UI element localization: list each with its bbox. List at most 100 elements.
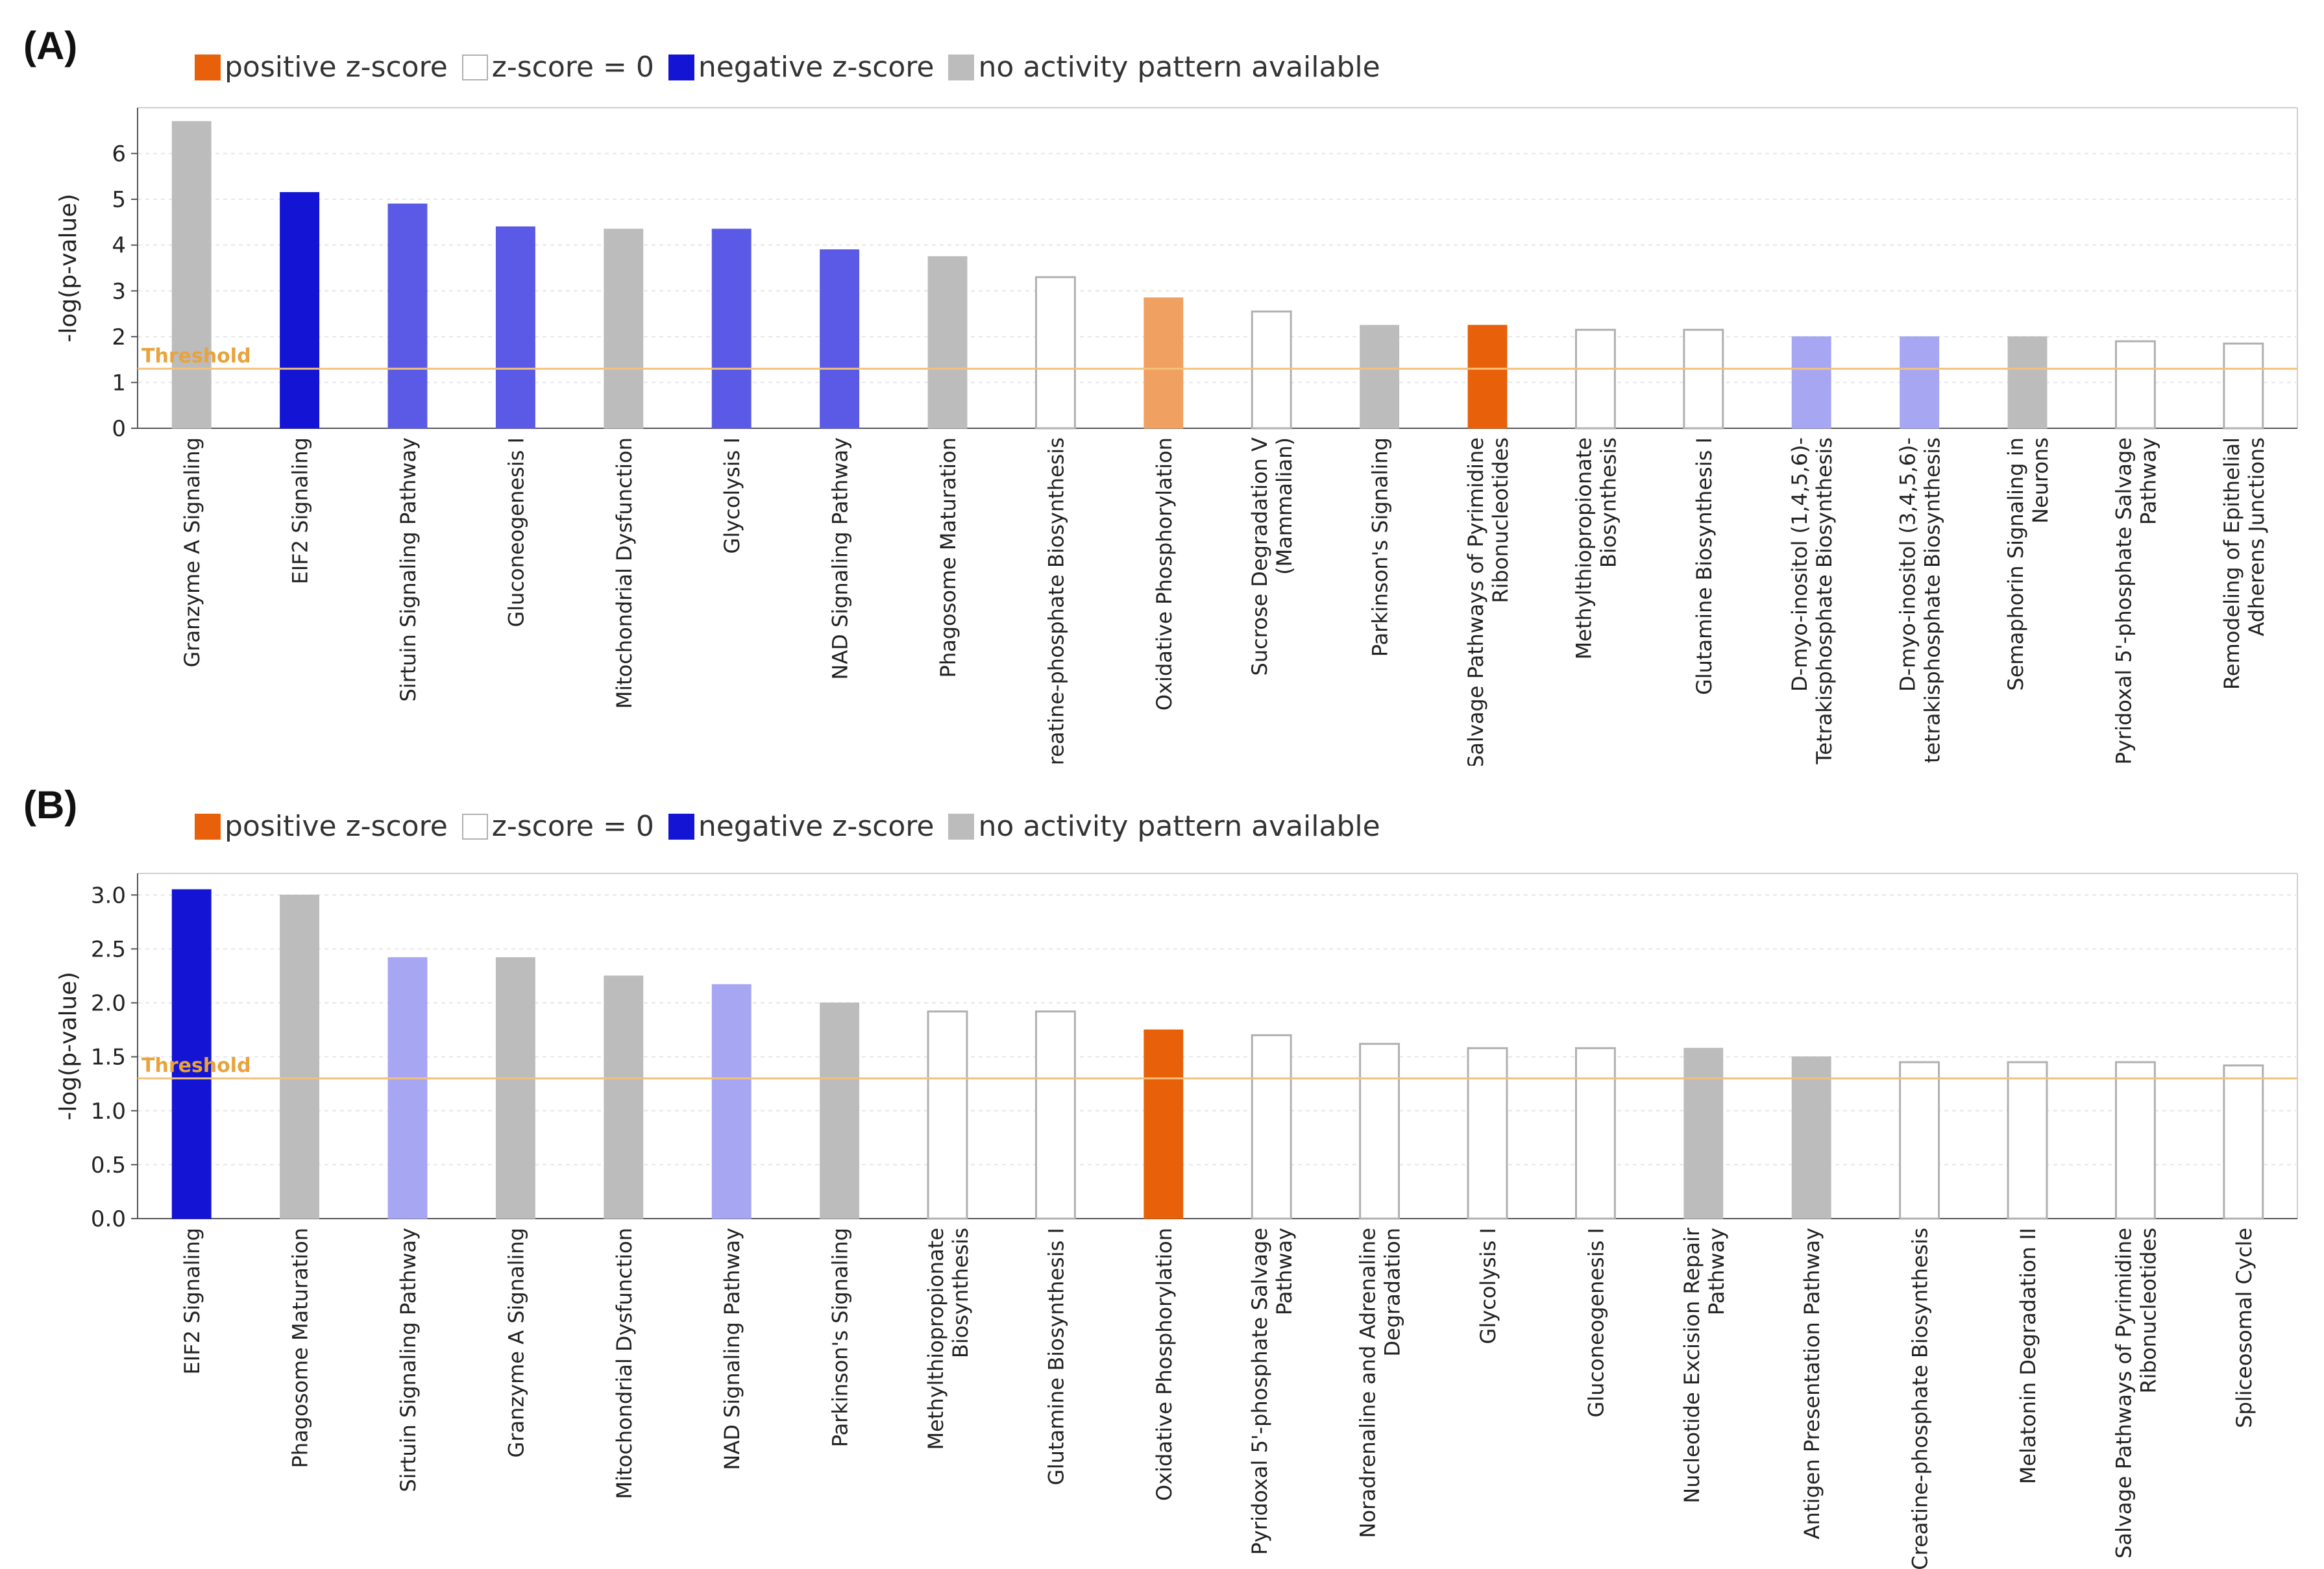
category-label: Gluconeogenesis I [504, 437, 528, 627]
bar [1574, 1047, 1616, 1220]
bar [1467, 324, 1508, 429]
category-label: Biosynthesis [1596, 437, 1621, 568]
y-tick-label: 0.0 [91, 1206, 126, 1232]
bar [1683, 1047, 1724, 1219]
panel-a: (A) positive z-score z-score = 0 negativ… [0, 0, 2324, 766]
bar [171, 889, 212, 1219]
legend-label-negative: negative z-score [698, 810, 935, 843]
y-tick-label: 0.5 [91, 1152, 126, 1178]
category-label: Ribonucleotides [1488, 437, 1513, 603]
category-label: tetrakisphosphate Biosynthesis [1920, 437, 1945, 763]
bar [1144, 1029, 1184, 1219]
category-label: Sirtuin Signaling Pathway [396, 1228, 421, 1492]
category-label: Remodeling of Epithelial [2220, 437, 2244, 690]
legend-label-zero: z-score = 0 [491, 810, 654, 843]
category-label: Glycolysis I [720, 437, 744, 553]
bar [495, 226, 535, 429]
panel-label-a: (A) [23, 24, 78, 67]
bar [387, 203, 428, 429]
category-label: (Mammalian) [1272, 437, 1297, 575]
category-label: Spliceosomal Cycle [2232, 1228, 2257, 1428]
category-label: Parkinson's Signaling [828, 1228, 853, 1447]
panel-label-b: (B) [23, 783, 78, 827]
category-label: Pathway [2136, 437, 2160, 525]
threshold-label: Threshold [141, 1054, 251, 1077]
legend-a: positive z-score z-score = 0 negative z-… [195, 51, 1395, 84]
category-label: Phagosome Maturation [288, 1228, 313, 1468]
category-label: Sucrose Degradation V [1247, 437, 1272, 676]
category-label: NAD Signaling Pathway [720, 1228, 744, 1470]
y-axis-label: -log(p-value) [55, 971, 82, 1120]
none-swatch-icon [948, 813, 975, 840]
category-label: Oxidative Phosphorylation [1152, 1228, 1177, 1501]
y-axis-label: -log(p-value) [55, 193, 82, 342]
legend-b: positive z-score z-score = 0 negative z-… [195, 810, 1395, 843]
y-tick-label: 1.5 [91, 1045, 126, 1071]
category-label: Granzyme A Signaling [504, 1228, 528, 1457]
legend-item-none: no activity pattern available [948, 51, 1380, 84]
bar [1144, 297, 1184, 429]
legend-item-negative: negative z-score [668, 810, 935, 843]
negative-swatch-icon [668, 813, 694, 840]
y-tick-label: 1 [112, 370, 126, 396]
threshold-label: Threshold [141, 345, 251, 367]
category-label: Granzyme A Signaling [180, 437, 204, 667]
legend-item-positive: positive z-score [195, 51, 448, 84]
bar [171, 121, 212, 429]
bar [711, 984, 752, 1219]
bar [820, 1003, 860, 1219]
category-label: Pyridoxal 5'-phosphate Salvage [2111, 437, 2136, 764]
legend-item-zero: z-score = 0 [461, 51, 654, 84]
bar [1251, 310, 1292, 430]
category-label: EIF2 Signaling [288, 437, 313, 584]
zero-swatch-icon [461, 54, 488, 80]
y-tick-label: 2.0 [91, 991, 126, 1017]
y-tick-label: 4 [112, 233, 126, 259]
legend-label-none: no activity pattern available [978, 51, 1380, 84]
category-label: Sirtuin Signaling Pathway [396, 437, 421, 702]
positive-swatch-icon [195, 54, 221, 80]
category-label: Creatine-phosphate Biosynthesis [1908, 1228, 1933, 1569]
y-tick-label: 3 [112, 278, 126, 304]
bar [2114, 1061, 2156, 1220]
category-label: Glutamine Biosynthesis I [1692, 437, 1717, 695]
category-label: Pyridoxal 5'-phosphate Salvage [1247, 1228, 1272, 1555]
bar [604, 228, 644, 429]
bar [1791, 1056, 1831, 1219]
bar-chart-b: 0.0 0.5 1.0 1.5 2.0 2.5 3.0 -log(p-value) Thresh… [55, 873, 2298, 1569]
bar [1791, 336, 1831, 429]
category-label: Parkinson's Signaling [1368, 437, 1393, 657]
category-label: Semaphorin Signaling in [2003, 437, 2028, 691]
category-label: Phagosome Maturation [936, 437, 960, 677]
category-label: D-myo-inositol (3,4,5,6)- [1896, 437, 1920, 692]
bar [1467, 1047, 1508, 1220]
none-swatch-icon [948, 54, 975, 80]
bar [1899, 1061, 1940, 1220]
category-label: Salvage Pathways of Pyrimidine [1463, 437, 1488, 766]
category-label: Gluconeogenesis I [1584, 1228, 1608, 1418]
category-label: Salvage Pathways of Pyrimidine [2111, 1228, 2136, 1559]
positive-swatch-icon [195, 813, 221, 840]
category-label: NAD Signaling Pathway [828, 437, 853, 680]
category-label: Antigen Presentation Pathway [1800, 1228, 1824, 1539]
category-label: Noradrenaline and Adrenaline [1356, 1228, 1380, 1538]
category-label: Pathway [1704, 1228, 1729, 1315]
legend-label-none: no activity pattern available [978, 810, 1380, 843]
category-label: Mitochondrial Dysfunction [612, 1228, 637, 1499]
bar [711, 228, 752, 429]
category-label: Melatonin Degradation II [2016, 1228, 2040, 1484]
legend-label-zero: z-score = 0 [491, 51, 654, 84]
bar [604, 975, 644, 1219]
panel-b: (B) positive z-score z-score = 0 negativ… [0, 759, 2324, 1569]
bar [1034, 276, 1076, 430]
bar [280, 192, 320, 429]
bar [1574, 328, 1616, 430]
category-label: Creatine-phosphate Biosynthesis [1044, 437, 1068, 766]
legend-label-negative: negative z-score [698, 51, 935, 84]
legend-label-positive: positive z-score [225, 51, 448, 84]
bar-chart-a: 0 1 2 3 4 5 6 -log(p-value) Threshold Granzyme A … [55, 107, 2298, 766]
bar [1360, 324, 1400, 429]
category-label: Nucleotide Excision Repair [1680, 1227, 1704, 1503]
bar [2223, 342, 2264, 430]
bar [2223, 1064, 2264, 1220]
